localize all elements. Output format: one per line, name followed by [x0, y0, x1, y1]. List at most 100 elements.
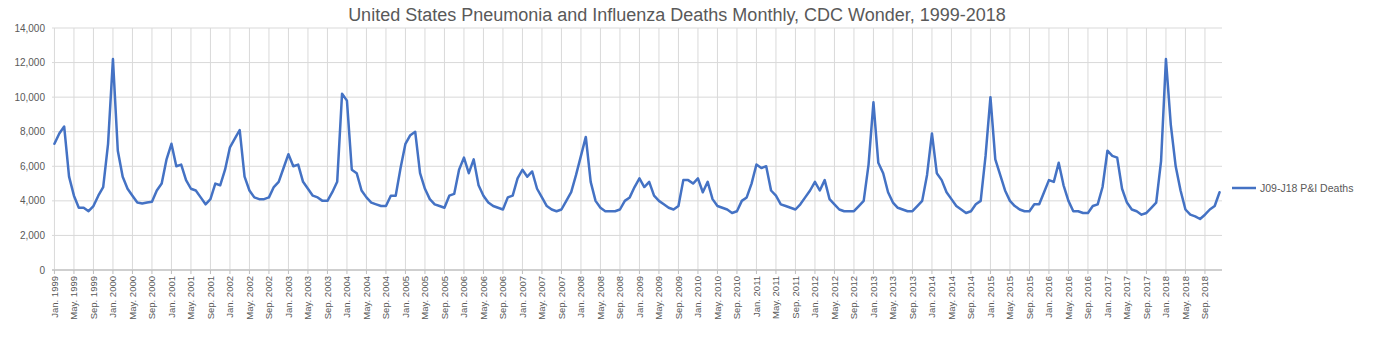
x-grid-line [736, 28, 737, 270]
x-grid-line [366, 28, 367, 270]
x-tick [385, 270, 386, 274]
x-tick [171, 270, 172, 274]
x-tick [697, 270, 698, 274]
x-grid-line [385, 28, 386, 270]
x-axis-line [52, 270, 1222, 271]
x-tick-label: May. 2016 [1063, 276, 1074, 320]
x-tick [678, 270, 679, 274]
x-grid-line [502, 28, 503, 270]
x-grid-line [775, 28, 776, 270]
x-tick-label: Jan. 1999 [49, 276, 60, 318]
x-tick [1048, 270, 1049, 274]
x-tick [775, 270, 776, 274]
legend-swatch [1232, 187, 1256, 190]
x-tick-label: Jan. 2013 [868, 276, 879, 318]
y-grid-line [52, 62, 1222, 63]
y-tick-label: 6,000 [20, 161, 45, 172]
x-tick [190, 270, 191, 274]
x-tick [463, 270, 464, 274]
x-tick [327, 270, 328, 274]
x-grid-line [678, 28, 679, 270]
x-grid-line [600, 28, 601, 270]
x-tick-label: May. 2012 [829, 276, 840, 320]
x-tick [1146, 270, 1147, 274]
x-tick-label: Sep. 2012 [848, 276, 859, 319]
x-tick [444, 270, 445, 274]
x-grid-line [1029, 28, 1030, 270]
x-grid-line [756, 28, 757, 270]
x-grid-line [132, 28, 133, 270]
x-grid-line [873, 28, 874, 270]
x-grid-line [1068, 28, 1069, 270]
x-grid-line [639, 28, 640, 270]
x-tick [717, 270, 718, 274]
x-grid-line [346, 28, 347, 270]
x-tick [580, 270, 581, 274]
y-grid-line [52, 131, 1222, 132]
x-grid-line [1048, 28, 1049, 270]
x-tick-label: Sep. 2015 [1024, 276, 1035, 319]
x-grid-line [307, 28, 308, 270]
x-grid-line [424, 28, 425, 270]
x-grid-line [151, 28, 152, 270]
x-grid-line [444, 28, 445, 270]
x-tick [346, 270, 347, 274]
y-tick-label: 14,000 [14, 23, 45, 34]
x-grid-line [541, 28, 542, 270]
x-grid-line [717, 28, 718, 270]
x-tick-label: Jan. 2000 [107, 276, 118, 318]
x-tick-label: Jan. 2004 [341, 276, 352, 318]
x-grid-line [483, 28, 484, 270]
x-tick-label: Jan. 2005 [400, 276, 411, 318]
x-grid-line [619, 28, 620, 270]
x-tick-label: Jan. 2018 [1160, 276, 1171, 318]
x-grid-line [463, 28, 464, 270]
x-tick-label: Sep. 2007 [556, 276, 567, 319]
x-tick-label: May. 2005 [419, 276, 430, 320]
x-tick [151, 270, 152, 274]
x-tick [112, 270, 113, 274]
x-tick-label: Jan. 2017 [1102, 276, 1113, 318]
x-tick [54, 270, 55, 274]
x-tick [73, 270, 74, 274]
x-tick-label: May. 2011 [770, 276, 781, 319]
y-tick-label: 2,000 [20, 230, 45, 241]
y-tick-label: 12,000 [14, 57, 45, 68]
x-tick-label: Sep. 2000 [146, 276, 157, 319]
y-tick-label: 4,000 [20, 195, 45, 206]
x-tick [307, 270, 308, 274]
x-tick [736, 270, 737, 274]
x-tick-label: Jan. 2016 [1043, 276, 1054, 318]
x-tick [288, 270, 289, 274]
x-grid-line [912, 28, 913, 270]
x-grid-line [795, 28, 796, 270]
x-tick-label: Sep. 2010 [731, 276, 742, 319]
x-tick [405, 270, 406, 274]
x-tick-label: May. 2007 [536, 276, 547, 320]
x-grid-line [210, 28, 211, 270]
x-tick [931, 270, 932, 274]
x-tick-label: May. 2009 [653, 276, 664, 320]
x-tick-label: Sep. 1999 [88, 276, 99, 319]
x-tick [541, 270, 542, 274]
x-grid-line [249, 28, 250, 270]
x-grid-line [990, 28, 991, 270]
x-tick [795, 270, 796, 274]
x-tick-label: Sep. 2001 [205, 276, 216, 319]
x-grid-line [190, 28, 191, 270]
x-tick [229, 270, 230, 274]
x-tick [1068, 270, 1069, 274]
x-tick-label: Jan. 2003 [283, 276, 294, 318]
x-tick-label: Sep. 2016 [1082, 276, 1093, 319]
x-tick-label: Sep. 2004 [380, 276, 391, 319]
x-tick [268, 270, 269, 274]
x-tick [424, 270, 425, 274]
y-tick-label: 0 [39, 265, 45, 276]
x-tick [1107, 270, 1108, 274]
x-tick-label: Jan. 2014 [926, 276, 937, 318]
x-grid-line [931, 28, 932, 270]
x-grid-line [1126, 28, 1127, 270]
x-tick [1009, 270, 1010, 274]
x-tick-label: Jan. 2002 [224, 276, 235, 318]
x-tick [210, 270, 211, 274]
